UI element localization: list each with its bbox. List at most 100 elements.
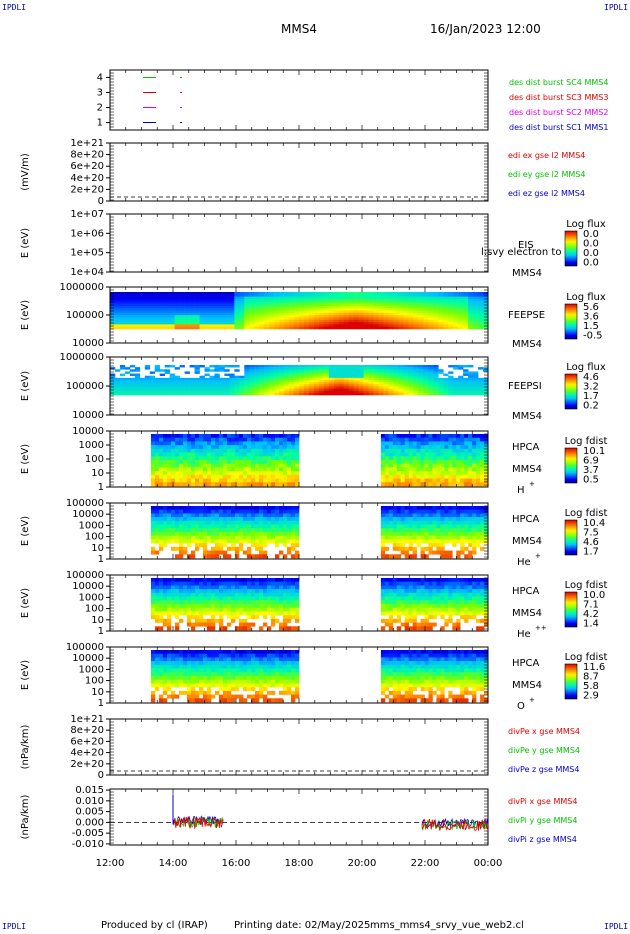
- hpca-hepp-cell: [198, 600, 204, 605]
- hpca-he-cell: [444, 524, 449, 529]
- hpca-hepp-cell: [238, 581, 244, 586]
- hpca-h-cell: [174, 441, 180, 446]
- hpca-he-cell: [468, 535, 473, 540]
- feepse-cell: [144, 308, 151, 311]
- feepse-cell: [308, 322, 315, 325]
- feepse-cell: [468, 324, 474, 327]
- feepsi-cell: [269, 380, 275, 383]
- feepse-cell: [144, 298, 151, 302]
- hpca-hepp-cell: [222, 581, 228, 586]
- feepse-cell: [169, 319, 175, 323]
- hpca-he-cell: [246, 509, 252, 514]
- feepse-cell: [249, 324, 255, 327]
- hpca-h-cell: [282, 434, 288, 439]
- feepse-cell: [289, 301, 295, 304]
- hpca-he-cell: [432, 509, 437, 514]
- hpca-h-cell: [242, 437, 248, 442]
- hpca-hepp-cell: [150, 604, 156, 609]
- hpca-h-cell: [282, 456, 288, 461]
- hpca-he-cell: [294, 520, 300, 525]
- feepse-cell: [189, 298, 195, 302]
- feepsi-cell: [114, 377, 121, 381]
- feepse-cell: [478, 317, 484, 321]
- panel-5-ytick-label: 100: [85, 454, 104, 465]
- hpca-he-cell: [452, 509, 457, 514]
- hpca-h-cell: [476, 463, 481, 468]
- feepse-cell: [313, 310, 320, 314]
- feepse-cell: [353, 310, 359, 314]
- panel-4-ytick-label: 10000: [72, 410, 104, 421]
- panel-0-ytick-label: 3: [97, 88, 103, 99]
- feepse-cell: [353, 292, 359, 295]
- feepse-cell: [229, 326, 235, 330]
- feepsi-cell: [403, 369, 409, 372]
- feepse-cell: [169, 305, 175, 309]
- hpca-h-cell: [436, 467, 441, 472]
- hpca-h-cell: [432, 456, 437, 461]
- hpca-he-cell: [250, 528, 256, 533]
- hpca-h-cell: [290, 463, 296, 468]
- hpca-hepp-cell: [190, 611, 196, 616]
- feepse-cell: [428, 292, 434, 295]
- feepse-cell: [289, 296, 295, 300]
- hpca-he-cell: [286, 546, 292, 551]
- hpca-hepp-cell: [230, 585, 236, 590]
- hpca-h-cell: [384, 478, 390, 483]
- hpca-h-cell: [210, 467, 216, 472]
- hpca-h-cell: [242, 460, 248, 465]
- feepse-cell: [299, 296, 305, 300]
- hpca-h-cell: [238, 467, 244, 472]
- feepsi-cell: [199, 388, 205, 392]
- hpca-h-cell: [436, 482, 441, 487]
- hpca-he-cell: [198, 524, 204, 529]
- hpca-he-cell: [464, 532, 469, 537]
- feepsi-cell: [269, 367, 275, 370]
- hpca-hepp-cell: [190, 615, 196, 620]
- hpca-h-cell: [448, 448, 453, 453]
- feepse-cell: [129, 317, 136, 321]
- hpca-h-cell: [274, 460, 280, 465]
- feepsi-cell: [204, 380, 210, 383]
- feepsi-cell: [279, 386, 285, 389]
- hpca-he-cell: [274, 524, 280, 529]
- feepsi-cell: [378, 375, 384, 379]
- feepse-cell: [378, 305, 384, 309]
- feepse-cell: [194, 310, 200, 314]
- hpca-he-cell: [294, 539, 300, 544]
- feepsi-cell: [204, 386, 210, 389]
- feepse-cell: [453, 301, 459, 304]
- hpca-h-cell: [246, 471, 252, 476]
- feepse-cell: [393, 317, 399, 321]
- hpca-he-cell: [392, 554, 398, 559]
- hpca-he-cell: [262, 550, 268, 555]
- feepsi-cell: [318, 367, 325, 370]
- feepse-cell: [418, 303, 424, 307]
- hpca-h-cell: [392, 460, 398, 465]
- hpca-h-cell: [408, 478, 413, 483]
- feepse-cell: [313, 303, 320, 307]
- hpca-h-cell: [190, 474, 196, 479]
- hpca-h-cell: [416, 478, 421, 483]
- feepse-cell: [333, 308, 340, 311]
- feepse-cell: [169, 326, 175, 330]
- hpca-h-cell: [154, 474, 160, 479]
- feepse-cell: [224, 305, 230, 309]
- hpca-he-cell: [230, 509, 236, 514]
- feepse-cell: [164, 319, 170, 323]
- hpca-he-cell: [448, 506, 453, 511]
- feepse-cell: [179, 296, 185, 300]
- hpca-h-cell: [206, 445, 212, 450]
- hpca-he-cell: [460, 546, 465, 551]
- feepsi-cell: [468, 388, 474, 392]
- hpca-h-cell: [230, 482, 236, 487]
- hpca-he-cell: [448, 528, 453, 533]
- feepsi-cell: [303, 386, 310, 389]
- hpca-he-cell: [262, 517, 268, 522]
- feepsi-cell: [308, 373, 315, 377]
- feepsi-cell: [139, 377, 146, 381]
- hpca-he-cell: [412, 539, 417, 544]
- feepsi-cell: [294, 380, 300, 383]
- feepse-cell: [194, 317, 200, 321]
- hpca-h-cell: [158, 478, 164, 483]
- feepsi-cell: [373, 388, 379, 392]
